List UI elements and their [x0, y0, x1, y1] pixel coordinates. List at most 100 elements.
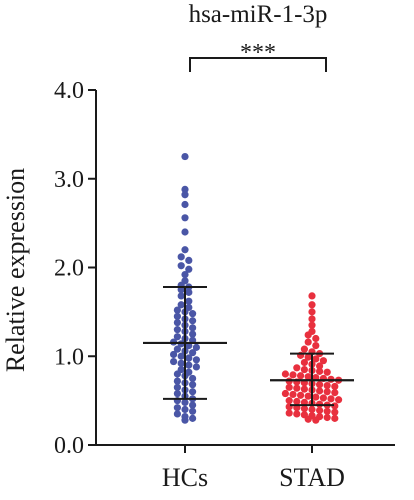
- data-point-stad: [308, 308, 316, 316]
- data-point-stad: [281, 370, 289, 378]
- data-point-stad: [308, 301, 316, 309]
- data-point-stad: [323, 381, 331, 390]
- data-point-stad: [285, 383, 293, 391]
- data-point-hcs: [173, 318, 181, 327]
- data-point-stad: [308, 292, 316, 300]
- data-point-stad: [297, 391, 305, 399]
- data-point-hcs: [189, 324, 197, 332]
- data-point-hcs: [192, 356, 200, 364]
- data-point-hcs: [170, 350, 178, 359]
- data-point-hcs: [185, 361, 193, 369]
- data-point-hcs: [181, 152, 189, 161]
- data-point-hcs: [189, 407, 197, 415]
- data-point-stad: [300, 365, 308, 374]
- data-point-stad: [316, 406, 324, 414]
- data-point-hcs: [173, 383, 181, 391]
- data-point-stad: [316, 381, 324, 389]
- data-point-hcs: [173, 404, 181, 412]
- significance-label: ***: [240, 40, 276, 66]
- data-point-stad: [304, 338, 312, 346]
- data-point-stad: [304, 373, 312, 381]
- data-point-hcs: [173, 410, 181, 418]
- data-point-hcs: [170, 357, 178, 366]
- data-point-stad: [316, 362, 324, 370]
- y-tick-label: 2.0: [54, 256, 84, 282]
- data-point-stad: [293, 397, 301, 406]
- data-point-stad: [319, 394, 327, 402]
- data-point-stad: [331, 408, 339, 416]
- data-point-hcs: [181, 214, 189, 222]
- data-point-stad: [327, 395, 335, 403]
- x-tick-label-stad: STAD: [279, 463, 345, 492]
- data-point-hcs: [181, 405, 189, 414]
- data-point-stad: [308, 405, 316, 414]
- data-point-hcs: [177, 301, 185, 309]
- data-point-stad: [300, 405, 308, 413]
- data-point-hcs: [185, 265, 193, 273]
- data-point-hcs: [189, 330, 197, 338]
- data-point-hcs: [189, 414, 197, 422]
- data-point-hcs: [185, 354, 193, 362]
- data-point-stad: [323, 388, 331, 396]
- data-point-hcs: [177, 352, 185, 360]
- chart-title: hsa-miR-1-3p: [189, 1, 328, 28]
- x-axis: HCs STAD: [96, 444, 395, 492]
- data-point-stad: [323, 368, 331, 376]
- data-point-stad: [293, 364, 301, 372]
- data-point-hcs: [192, 363, 200, 371]
- data-point-stad: [293, 384, 301, 392]
- data-point-stad: [312, 355, 320, 363]
- data-point-stad: [308, 315, 316, 323]
- significance-bracket: ***: [189, 40, 327, 72]
- data-point-stad: [289, 390, 297, 399]
- data-point-stad: [319, 357, 327, 365]
- data-point-hcs: [189, 310, 197, 318]
- data-point-stad: [312, 342, 320, 350]
- data-point-hcs: [173, 345, 181, 353]
- data-point-hcs: [177, 262, 185, 270]
- data-point-stad: [293, 410, 301, 418]
- data-point-stad: [323, 407, 331, 415]
- data-point-stad: [312, 416, 320, 424]
- data-point-stad: [285, 397, 293, 405]
- bracket-line: [189, 57, 327, 72]
- data-point-stad: [331, 414, 339, 422]
- x-tick-label-hcs: HCs: [162, 463, 208, 492]
- data-point-hcs: [181, 200, 189, 209]
- data-point-stad: [300, 385, 308, 393]
- data-point-hcs: [185, 288, 193, 296]
- data-point-stad: [308, 321, 316, 329]
- data-point-hcs: [181, 246, 189, 254]
- data-point-stad: [300, 345, 308, 353]
- data-point-hcs: [177, 359, 185, 367]
- data-point-stad: [281, 389, 289, 398]
- data-point-stad: [297, 372, 305, 380]
- data-point-hcs: [185, 256, 193, 264]
- data-point-hcs: [173, 370, 181, 378]
- data-point-hcs: [173, 333, 181, 341]
- data-point-hcs: [181, 191, 189, 199]
- y-tick-label: 4.0: [54, 78, 84, 104]
- y-tick-label: 0.0: [54, 433, 84, 459]
- data-point-stad: [304, 415, 312, 423]
- data-points: [170, 152, 343, 424]
- data-point-hcs: [177, 253, 185, 261]
- data-point-hcs: [189, 401, 197, 409]
- data-point-hcs: [189, 317, 197, 325]
- data-point-hcs: [181, 416, 189, 424]
- data-point-hcs: [181, 228, 189, 236]
- y-tick-label: 3.0: [54, 167, 84, 193]
- data-point-stad: [289, 371, 297, 379]
- data-point-hcs: [173, 312, 181, 320]
- data-point-stad: [312, 393, 320, 401]
- data-point-hcs: [173, 306, 181, 314]
- data-point-stad: [323, 413, 331, 422]
- data-point-stad: [304, 331, 312, 339]
- y-tick-label: 1.0: [54, 344, 84, 370]
- data-point-stad: [335, 396, 343, 404]
- data-point-hcs: [189, 381, 197, 389]
- error-bar-stad: [270, 352, 354, 407]
- data-point-stad: [300, 358, 308, 367]
- data-point-stad: [312, 334, 320, 343]
